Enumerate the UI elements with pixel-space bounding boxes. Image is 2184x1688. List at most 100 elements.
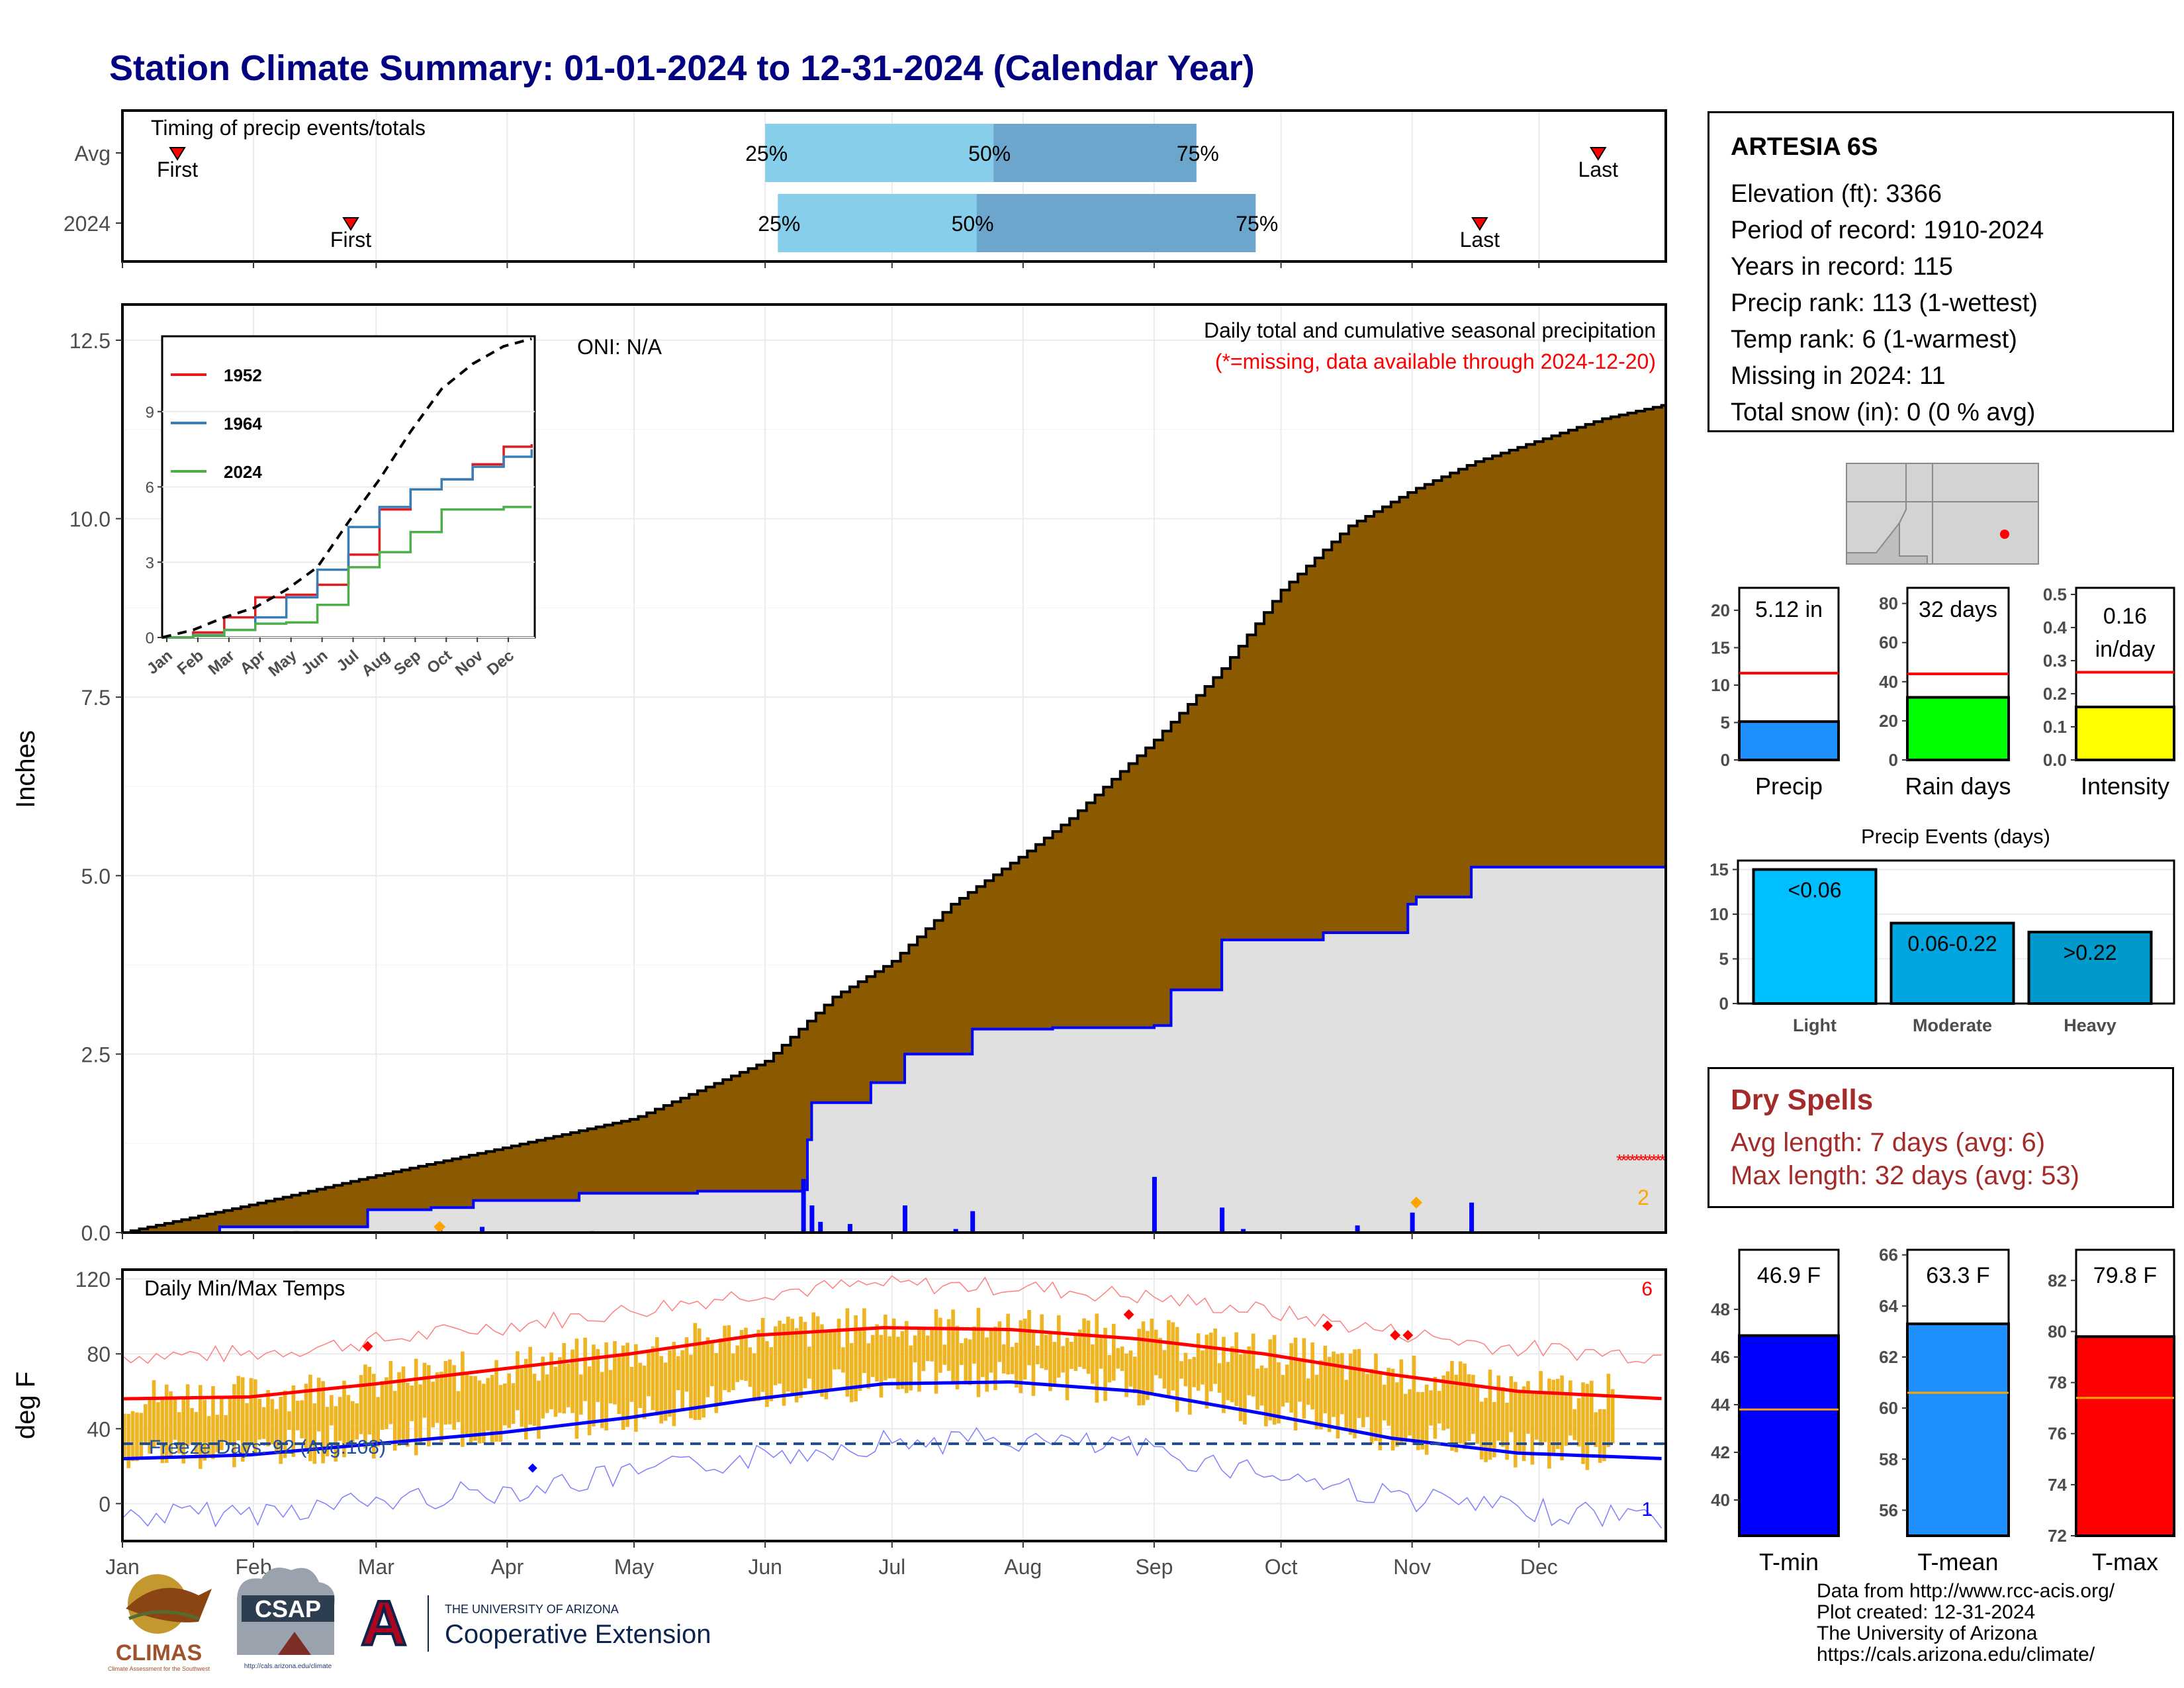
daily-temp-bar [989, 1328, 993, 1373]
timeline-last-label: Last [1578, 158, 1619, 181]
daily-temp-bar [748, 1347, 752, 1387]
intensity-value-label: 0.16 [2103, 604, 2147, 629]
daily-temp-bar [447, 1359, 452, 1425]
daily-temp-bar [1306, 1378, 1310, 1405]
record-low-line [122, 1427, 1662, 1528]
inset-y-tick-label: 3 [146, 554, 154, 572]
daily-temp-bar [592, 1344, 596, 1427]
daily-temp-bar [765, 1341, 769, 1407]
daily-temp-bar [697, 1328, 702, 1421]
daily-temp-bar [206, 1416, 211, 1454]
daily-temp-bar [346, 1395, 351, 1444]
daily-temp-bar [1179, 1361, 1183, 1379]
daily-temp-bar [291, 1385, 296, 1457]
daily-temp-bar [1158, 1337, 1162, 1379]
inset-series-line-2024 [162, 506, 532, 639]
timeline-last-marker [1471, 217, 1488, 231]
daily-temp-bar [778, 1321, 782, 1384]
precip-total-value-label: 5.12 in [1755, 597, 1823, 622]
daily-temp-bar [617, 1354, 621, 1414]
rain-days-y-tick-label: 20 [1879, 711, 1898, 731]
daily-temp-bar [388, 1360, 393, 1425]
daily-temp-bar [1264, 1368, 1268, 1427]
events-y-tick-label: 0 [1719, 994, 1729, 1013]
events-bar-label: >0.22 [2064, 941, 2117, 964]
daily-temp-bar [266, 1389, 270, 1446]
tmean-y-tick-label: 66 [1879, 1245, 1898, 1265]
daily-temp-bar [338, 1397, 342, 1441]
daily-temp-bar [363, 1364, 367, 1449]
tmax-y-tick-label: 80 [2048, 1321, 2067, 1341]
daily-temp-bar [921, 1327, 926, 1372]
daily-temp-bar [1099, 1335, 1103, 1369]
daily-temp-bar [1403, 1393, 1408, 1442]
intensity-y-tick-label: 0.4 [2043, 618, 2068, 637]
daily-temp-bar [1327, 1356, 1332, 1432]
daily-temp-bar [651, 1346, 655, 1411]
daily-temp-bar [253, 1379, 257, 1454]
month-label: Aug [1004, 1555, 1042, 1579]
daily-temp-bar [600, 1372, 604, 1429]
temp-y-tick-label: 40 [87, 1417, 111, 1441]
daily-temp-bar [1272, 1335, 1277, 1425]
precip-total-y-tick-label: 0 [1721, 750, 1730, 770]
tmin-value-label: 46.9 F [1757, 1263, 1821, 1288]
intensity-bar [2075, 706, 2175, 761]
daily-precip-bar [1410, 1212, 1415, 1233]
daily-temp-bar [164, 1384, 169, 1463]
temp-title: Daily Min/Max Temps [144, 1276, 345, 1300]
location-map [1846, 463, 2039, 565]
daily-temp-bar [1061, 1346, 1065, 1373]
daily-temp-bar [1336, 1354, 1340, 1439]
daily-temp-bar [385, 1377, 388, 1429]
daily-temp-bar [739, 1330, 744, 1380]
daily-temp-bar [1509, 1376, 1514, 1432]
events-bar [2027, 931, 2153, 1005]
rain-days-value-label: 32 days [1919, 597, 1997, 622]
daily-temp-bar [1353, 1349, 1357, 1438]
daily-temp-bar [152, 1380, 156, 1448]
daily-temp-bar [431, 1382, 435, 1428]
daily-temp-bar [473, 1376, 477, 1441]
climas-logo-leaf [128, 1610, 199, 1620]
record-low-count: 1 [1641, 1499, 1653, 1521]
daily-temp-bar [308, 1374, 312, 1462]
daily-precip-bar [801, 1179, 806, 1233]
daily-temp-bar [731, 1353, 735, 1391]
tmin-y-tick-label: 48 [1711, 1299, 1730, 1319]
daily-temp-bar [884, 1314, 887, 1381]
daily-temp-bar [964, 1338, 968, 1385]
daily-temp-bar [1560, 1375, 1564, 1461]
daily-temp-bar [985, 1337, 989, 1392]
daily-temp-bar [1399, 1359, 1404, 1444]
daily-temp-bar [909, 1345, 913, 1391]
daily-temp-bar [735, 1345, 740, 1382]
daily-temp-bar [1395, 1382, 1399, 1447]
daily-temp-bar [1357, 1348, 1361, 1419]
daily-temp-bar [1454, 1374, 1459, 1452]
daily-temp-bar [655, 1337, 659, 1416]
record-high-line [122, 1275, 1662, 1364]
precip-total-axis-label: Precip [1755, 773, 1823, 800]
daily-temp-bar [799, 1316, 803, 1398]
timeline-last-label: Last [1460, 228, 1500, 252]
daily-temp-bar [1488, 1370, 1492, 1460]
footer-line-source: Data from http://www.rcc-acis.org/ [1817, 1580, 2115, 1602]
daily-temp-bar [523, 1358, 528, 1440]
daily-temp-bar [1082, 1318, 1086, 1370]
daily-temp-bar [1065, 1337, 1069, 1401]
daily-temp-bar [1564, 1393, 1569, 1446]
daily-temp-bar [1188, 1359, 1192, 1415]
daily-temp-bar [1576, 1398, 1581, 1447]
daily-temp-bar [1332, 1351, 1336, 1417]
daily-temp-bar [148, 1397, 152, 1454]
intensity-y-tick-label: 0.0 [2043, 750, 2067, 770]
daily-temp-bar [1259, 1365, 1264, 1406]
daily-temp-bar [744, 1327, 748, 1381]
daily-temp-bar [875, 1324, 879, 1382]
daily-temp-bar [160, 1397, 165, 1464]
daily-temp-bar [469, 1376, 473, 1445]
daily-temp-bar [1056, 1315, 1061, 1378]
daily-temp-bar [1001, 1344, 1006, 1374]
